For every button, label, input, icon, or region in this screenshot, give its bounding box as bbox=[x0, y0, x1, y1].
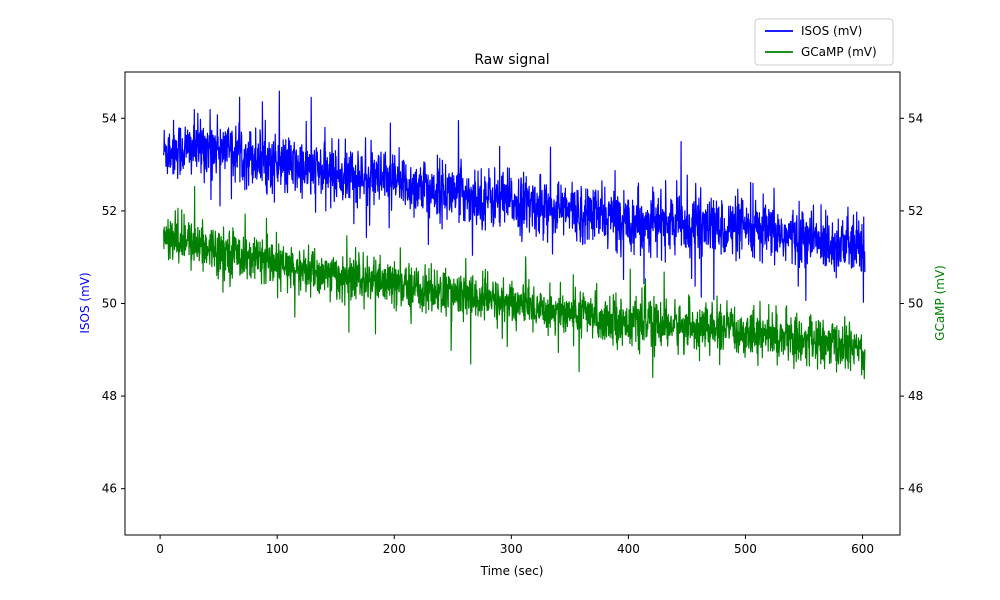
y-axis-left: 46 48 50 52 54 bbox=[102, 111, 125, 496]
x-tick-label: 600 bbox=[851, 542, 874, 556]
x-tick-label: 400 bbox=[617, 542, 640, 556]
x-tick-label: 0 bbox=[156, 542, 164, 556]
x-tick-label: 300 bbox=[500, 542, 523, 556]
y-axis-label-left: ISOS (mV) bbox=[78, 272, 92, 333]
y-tick-label-right: 46 bbox=[908, 482, 923, 496]
y-tick-label-left: 50 bbox=[102, 297, 117, 311]
y-tick-label-left: 48 bbox=[102, 389, 117, 403]
x-tick-label: 100 bbox=[266, 542, 289, 556]
series-line-isos bbox=[163, 90, 866, 303]
x-tick-label: 200 bbox=[383, 542, 406, 556]
y-axis-right: 46 48 50 52 54 bbox=[900, 111, 923, 496]
y-tick-label-right: 54 bbox=[908, 111, 923, 125]
x-axis: 0 100 200 300 400 500 600 bbox=[156, 535, 874, 556]
y-tick-label-left: 54 bbox=[102, 111, 117, 125]
y-tick-label-right: 48 bbox=[908, 389, 923, 403]
y-tick-label-right: 52 bbox=[908, 204, 923, 218]
y-tick-label-left: 52 bbox=[102, 204, 117, 218]
y-tick-label-right: 50 bbox=[908, 297, 923, 311]
x-axis-label: Time (sec) bbox=[480, 564, 544, 578]
legend: ISOS (mV) GCaMP (mV) bbox=[754, 18, 894, 66]
series-line-gcamp bbox=[163, 185, 866, 380]
legend-label-isos: ISOS (mV) bbox=[801, 24, 862, 38]
chart-title: Raw signal bbox=[474, 52, 549, 68]
y-axis-label-right: GCaMP (mV) bbox=[933, 265, 947, 341]
y-tick-label-left: 46 bbox=[102, 482, 117, 496]
x-tick-label: 500 bbox=[734, 542, 757, 556]
legend-label-gcamp: GCaMP (mV) bbox=[801, 45, 877, 59]
